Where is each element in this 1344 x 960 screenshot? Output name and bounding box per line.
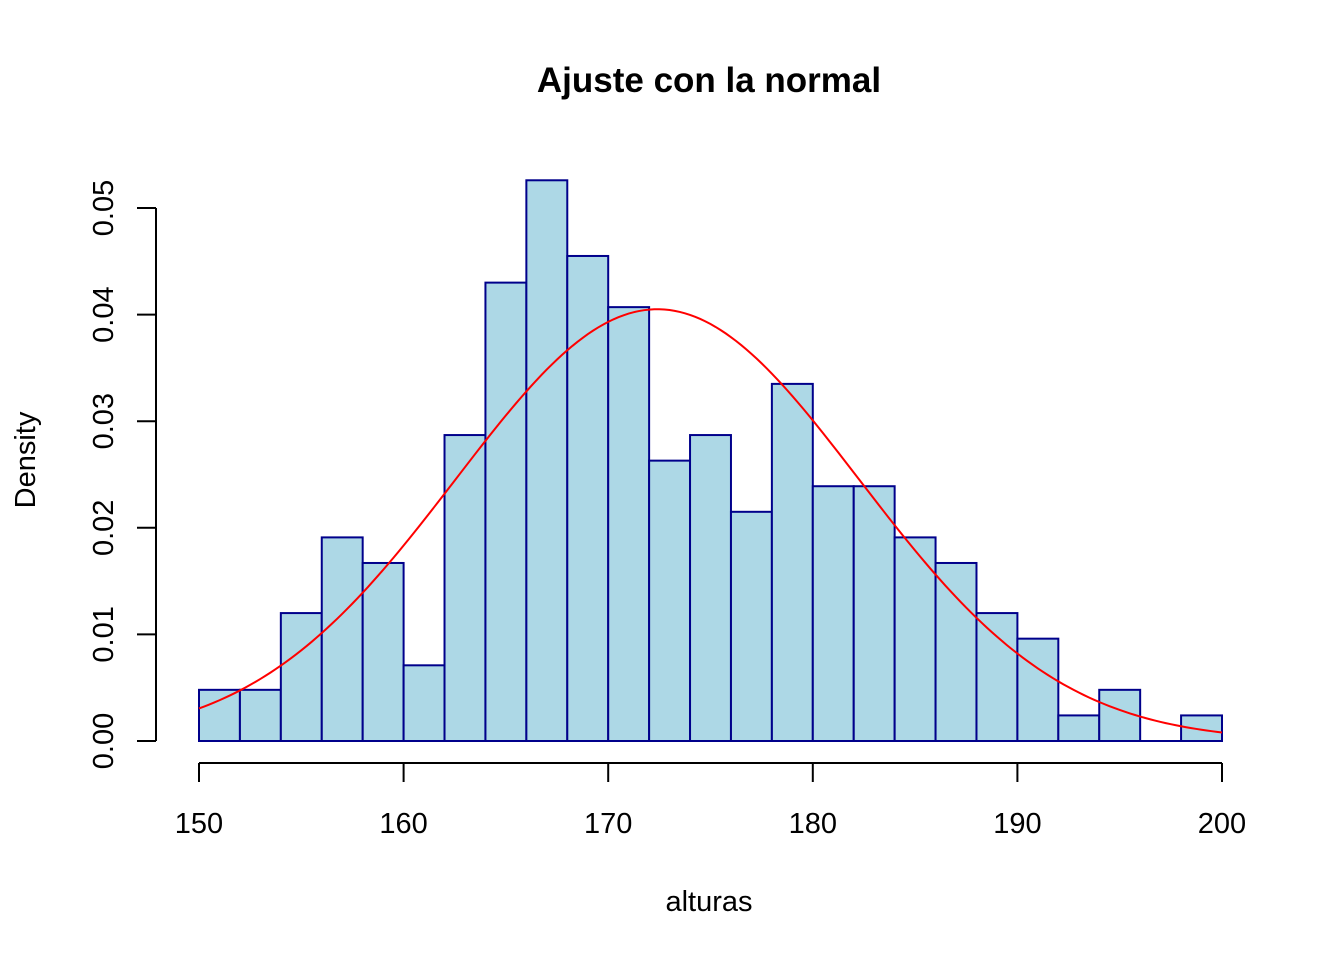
y-tick-label-2: 0.02: [88, 500, 120, 556]
y-tick-label-0: 0.00: [88, 713, 120, 769]
histogram-bar-15: [811, 485, 855, 743]
y-tick-label-5: 0.05: [88, 180, 120, 236]
x-tick-label-1: 160: [379, 808, 427, 840]
x-tick-label-5: 200: [1198, 808, 1246, 840]
x-axis-label: alturas: [665, 886, 752, 918]
histogram-bar-17: [893, 536, 937, 742]
y-axis: 0.00 0.01 0.02 0.03 0.04 0.05: [88, 180, 157, 769]
histogram-bar-12: [689, 434, 732, 742]
histogram-bar-13: [729, 510, 773, 742]
histogram-bar-11: [648, 459, 692, 742]
histogram-bar-6: [443, 434, 487, 742]
histogram-bar-19: [975, 612, 1019, 743]
x-axis: 150 160 170 180 190 200: [175, 762, 1246, 840]
x-tick-label-2: 170: [584, 808, 632, 840]
x-tick-label-3: 180: [789, 808, 837, 840]
normal-curve-line: [198, 308, 1223, 734]
histogram-bar-18: [934, 561, 978, 743]
histogram-bar-0: [198, 688, 241, 742]
x-tick-label-4: 190: [993, 808, 1041, 840]
normal-curve-layer: [198, 308, 1223, 734]
histogram-bar-20: [1016, 637, 1060, 742]
histogram-bar-3: [320, 536, 364, 742]
histogram-bar-4: [361, 561, 405, 743]
histogram-bar-7: [484, 281, 528, 742]
chart-title: Ajuste con la normal: [537, 61, 881, 100]
y-tick-label-4: 0.04: [88, 286, 120, 342]
histogram-bar-14: [770, 382, 814, 742]
y-axis-label: Density: [10, 411, 42, 508]
y-tick-label-3: 0.03: [88, 393, 120, 449]
histogram-bar-21: [1057, 714, 1101, 743]
histogram-bars: [198, 179, 1223, 743]
histogram-bar-16: [852, 485, 896, 743]
histogram-bar-1: [238, 688, 282, 742]
x-tick-label-0: 150: [175, 808, 223, 840]
histogram-bar-5: [402, 664, 446, 743]
histogram-bar-9: [566, 254, 610, 742]
y-tick-label-1: 0.01: [88, 606, 120, 662]
histogram-bar-8: [525, 179, 569, 742]
histogram-bar-10: [607, 306, 651, 742]
histogram-bar-2: [279, 612, 323, 743]
